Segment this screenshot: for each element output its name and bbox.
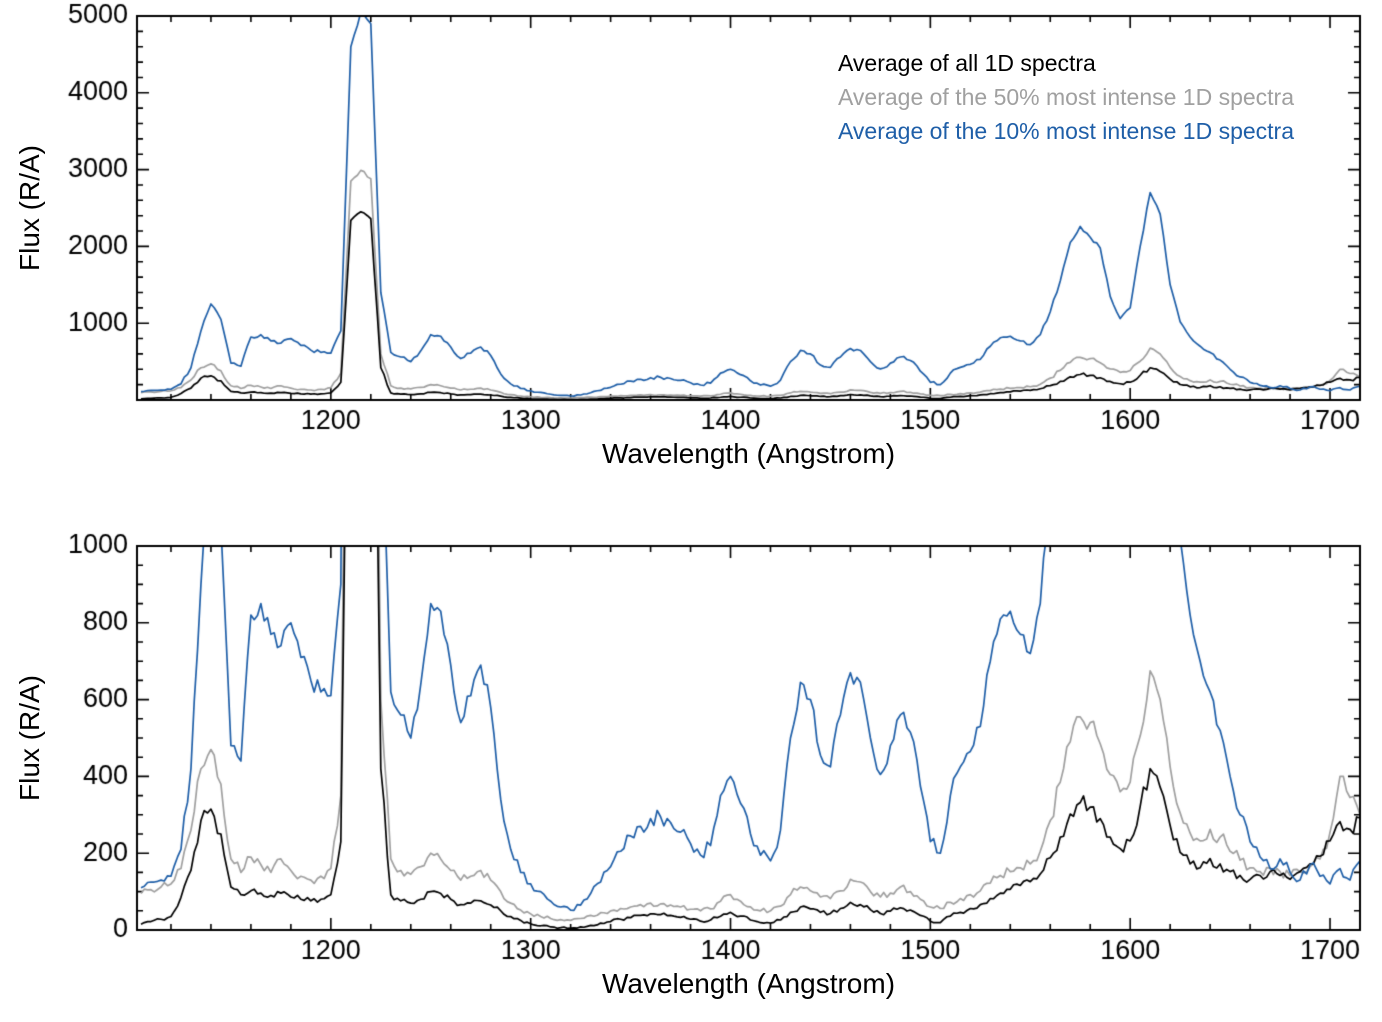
legend-item-10pct-spectra: Average of the 10% most intense 1D spect… [838, 118, 1295, 144]
bottom-panel-yaxis-title: Flux (R/A) [14, 675, 45, 801]
legend-item-all-spectra: Average of all 1D spectra [838, 50, 1096, 76]
legend-item-50pct-spectra: Average of the 50% most intense 1D spect… [838, 84, 1295, 110]
top-panel-yaxis-title: Flux (R/A) [14, 145, 45, 271]
top-panel-xaxis-title: Wavelength (Angstrom) [601, 438, 896, 469]
chart-legend: Average of all 1D spectra Average of the… [838, 46, 1294, 148]
bottom-panel-xaxis-title: Wavelength (Angstrom) [601, 968, 896, 999]
